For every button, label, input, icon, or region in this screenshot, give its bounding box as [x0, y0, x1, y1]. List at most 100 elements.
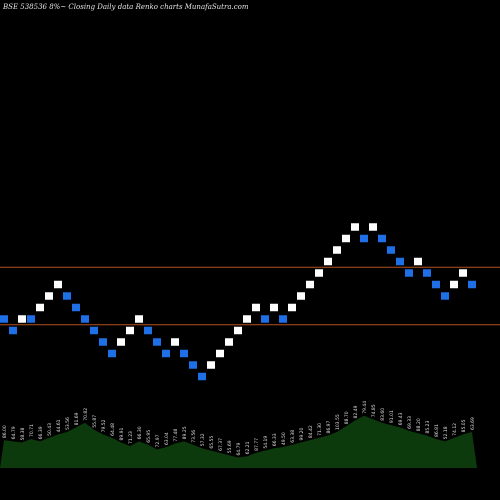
volume-label: 50.43	[47, 423, 53, 436]
renko-brick	[297, 292, 305, 300]
renko-brick	[99, 338, 107, 346]
renko-brick	[279, 315, 287, 323]
renko-brick	[198, 372, 206, 381]
volume-label: 55.87	[92, 415, 98, 428]
volume-label: 72.97	[155, 434, 161, 447]
volume-label: 52.18	[443, 426, 449, 439]
renko-brick	[468, 280, 476, 289]
volume-label: 64.48	[110, 423, 116, 436]
volume-label: 91.01	[389, 410, 395, 423]
renko-brick	[225, 338, 233, 346]
volume-label: 81.69	[74, 412, 80, 425]
volume-label: 65.95	[146, 430, 152, 443]
volume-label: 70.82	[83, 408, 89, 421]
volume-label: 85.23	[425, 421, 431, 434]
volume-label: 83.60	[380, 408, 386, 421]
renko-brick	[414, 257, 422, 266]
volume-label: 86.00	[2, 425, 8, 438]
renko-brick	[9, 326, 17, 335]
volume-label: 65.55	[209, 436, 215, 449]
volume-label: 79.52	[101, 419, 107, 432]
renko-brick	[441, 292, 449, 300]
renko-brick	[261, 315, 269, 323]
renko-brick	[459, 269, 467, 277]
volume-label: 62.21	[245, 441, 251, 454]
volume-label: 69.43	[398, 412, 404, 425]
renko-brick	[396, 257, 404, 266]
renko-brick	[351, 223, 359, 231]
renko-brick	[315, 269, 323, 277]
volume-label: 86.97	[326, 421, 332, 434]
volume-label: 84.42	[308, 425, 314, 438]
volume-label: 73.56	[191, 430, 197, 443]
volume-label: 74.85	[371, 404, 377, 417]
volume-label: 71.30	[317, 423, 323, 436]
volume-label: 63.38	[290, 430, 296, 443]
renko-brick	[36, 303, 44, 312]
renko-brick	[171, 338, 179, 346]
renko-brick	[81, 315, 89, 323]
volume-label: 82.49	[353, 405, 359, 418]
renko-brick	[54, 280, 62, 289]
volume-label: 49.50	[281, 432, 287, 445]
renko-brick	[126, 326, 134, 335]
renko-brick	[378, 234, 386, 243]
renko-brick	[180, 349, 188, 358]
renko-brick	[306, 280, 314, 289]
reference-lines	[0, 266, 500, 326]
renko-brick	[18, 315, 26, 323]
renko-brick	[0, 315, 8, 323]
renko-brick	[72, 303, 80, 312]
volume-label: 54.19	[263, 436, 269, 449]
volume-label: 99.20	[299, 427, 305, 440]
volume-label: 64.79	[236, 443, 242, 456]
volume-label: 89.25	[182, 426, 188, 439]
volume-label: 66.39	[38, 426, 44, 439]
renko-brick	[333, 246, 341, 254]
renko-brick	[189, 361, 197, 369]
renko-brick	[144, 326, 152, 335]
renko-brick	[360, 234, 368, 243]
volume-label: 63.69	[470, 417, 476, 430]
renko-brick	[117, 338, 125, 346]
renko-brick	[135, 315, 143, 323]
volume-label: 74.12	[452, 423, 458, 436]
volume-label: 55.69	[227, 440, 233, 453]
volume-label: 70.71	[29, 424, 35, 437]
volume-label: 71.23	[128, 431, 134, 444]
volume-label: 79.44	[362, 401, 368, 414]
volume-label: 88.20	[416, 418, 422, 431]
renko-brick	[324, 257, 332, 266]
volume-label: 85.05	[461, 419, 467, 432]
renko-brick	[90, 326, 98, 335]
volume-label: 66.33	[272, 433, 278, 446]
renko-brick	[423, 269, 431, 277]
renko-brick	[45, 292, 53, 300]
renko-brick	[432, 280, 440, 289]
volume-label: 89.91	[119, 427, 125, 440]
renko-brick	[405, 269, 413, 277]
volume-label: 44.61	[56, 419, 62, 432]
renko-brick	[234, 326, 242, 335]
renko-brick	[162, 349, 170, 358]
volume-label: 53.56	[65, 417, 71, 430]
volume-area	[0, 415, 477, 468]
volume-label: 88.70	[344, 411, 350, 424]
chart-title: BSE 538536 8%~ Closing Daily data Renko …	[3, 3, 249, 11]
volume-label: 103.55	[335, 414, 341, 430]
renko-brick	[387, 246, 395, 254]
renko-brick	[369, 223, 377, 231]
renko-brick	[153, 338, 161, 346]
volume-label: 77.48	[173, 429, 179, 442]
volume-label: 69.33	[407, 416, 413, 429]
volume-label: 64.79	[11, 426, 17, 439]
volume-label: 66.30	[137, 426, 143, 439]
renko-brick	[207, 361, 215, 369]
renko-brick	[342, 234, 350, 243]
renko-brick	[270, 303, 278, 312]
volume-panel: 86.00 64.79 58.38 70.71 66.39 50.43 44.61 53.56…	[0, 401, 477, 468]
renko-bricks	[0, 223, 476, 381]
volume-label: 58.38	[20, 427, 26, 440]
renko-brick	[27, 315, 35, 323]
